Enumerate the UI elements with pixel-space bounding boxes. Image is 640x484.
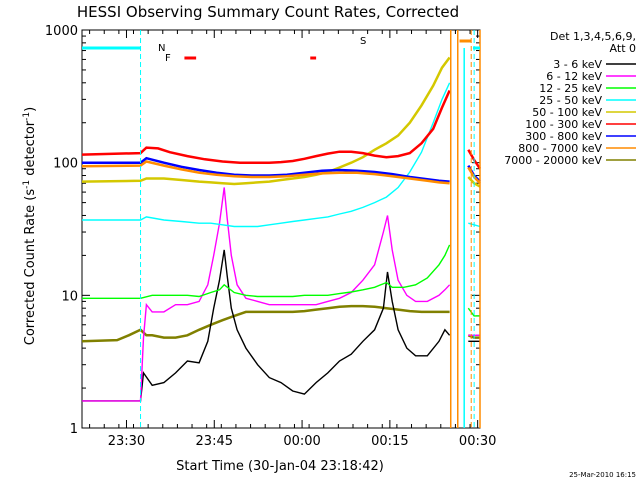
y-axis-label-main: Corrected Count Rate (s: [23, 189, 38, 346]
x-tick-label: 23:30: [108, 434, 145, 449]
timestamp-label: 25-Mar-2010 16:15: [569, 471, 636, 479]
series-line: [81, 56, 451, 186]
x-tick-label: 00:30: [459, 434, 496, 449]
series-line: [82, 187, 451, 402]
series-line: [82, 82, 451, 228]
series-line: [81, 160, 450, 185]
legend-label: 25 - 50 keV: [539, 94, 602, 107]
series-line: [82, 244, 451, 299]
legend-header-1: Det 1,3,4,5,6,9,: [550, 30, 636, 43]
legend-header-2: Att 0: [610, 42, 636, 55]
x-tick-label: 23:45: [196, 434, 233, 449]
series-line: [81, 304, 450, 343]
x-tick-label: 00:00: [283, 434, 320, 449]
legend-label: 7000 - 20000 keV: [504, 154, 602, 167]
legend-label: 300 - 800 keV: [525, 130, 602, 143]
series-line: [81, 89, 451, 164]
legend-label: 50 - 100 keV: [532, 106, 602, 119]
x-axis-label: Start Time (30-Jan-04 23:18:42): [176, 459, 384, 474]
legend-label: 800 - 7000 keV: [518, 142, 602, 155]
legend-label: 6 - 12 keV: [546, 70, 602, 83]
y-axis-label-end: ): [23, 107, 38, 112]
y-axis-label-sup2: -1: [22, 112, 32, 121]
x-tick-label: 00:15: [371, 434, 408, 449]
chart-plot-group: 1 10 100 1000 23:30 23:45 00:00 00:15 00:30 NF S 3 …: [45, 24, 636, 449]
night-label: N: [158, 43, 165, 54]
y-tick-label: 100: [53, 157, 78, 172]
flare-label: F: [165, 53, 171, 64]
series-line-post: [467, 307, 480, 317]
series-line: [82, 156, 450, 183]
y-axis-label-sup1: -1: [22, 180, 32, 189]
saa-label: S: [360, 36, 366, 47]
legend-label: 12 - 25 keV: [539, 82, 602, 95]
y-tick-label: 10: [61, 289, 78, 304]
legend-label: 3 - 6 keV: [553, 58, 602, 71]
y-tick-label: 1: [70, 422, 78, 437]
y-axis-label: Corrected Count Rate (s-1 detector-1): [22, 107, 38, 345]
y-tick-label: 1000: [45, 24, 78, 39]
y-axis-label-mid: detector: [23, 120, 38, 180]
legend-label: 100 - 300 keV: [525, 118, 602, 131]
series-line: [82, 249, 451, 402]
chart-title: HESSI Observing Summary Count Rates, Cor…: [77, 3, 459, 21]
